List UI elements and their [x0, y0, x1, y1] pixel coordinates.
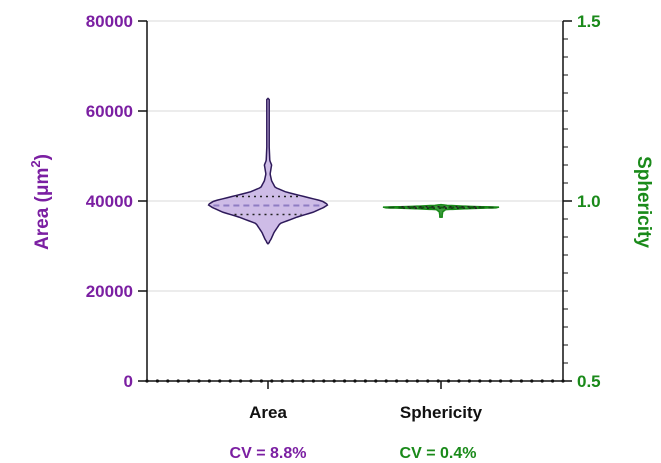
x-axis-dot	[499, 379, 503, 383]
x-axis-dot	[259, 379, 263, 383]
x-axis-dot	[478, 379, 482, 383]
x-axis-dot	[436, 379, 440, 383]
x-axis-dot	[519, 379, 524, 383]
left-axis-title: Area (μm2)	[28, 154, 53, 250]
x-axis-dot	[540, 379, 544, 383]
cv-annotation-area: CV = 8.8%	[230, 445, 307, 462]
x-axis-dot	[332, 379, 336, 383]
x-axis-dot	[488, 379, 492, 383]
x-axis-dot	[415, 379, 419, 383]
category-label-sphericity: Sphericity	[400, 403, 483, 422]
violins	[207, 97, 500, 245]
x-axis-dot	[145, 379, 149, 383]
x-axis-dot	[249, 379, 253, 383]
x-axis-dot	[187, 379, 191, 383]
x-axis-dot	[384, 379, 388, 383]
cv-annotation-sphericity: CV = 0.4%	[400, 445, 477, 462]
x-axis-dot	[166, 379, 170, 383]
grid-lines	[147, 20, 563, 292]
x-axis-dot	[218, 379, 222, 383]
left-tick-label: 80000	[86, 12, 133, 31]
left-axis-title-superscript: 2	[28, 160, 43, 167]
axes: 0 20000 40000 60000 80000 0.5 1.0 1.5	[86, 12, 601, 391]
left-tick-label: 40000	[86, 192, 133, 211]
x-axis-dot	[530, 379, 534, 383]
x-axis-dot	[291, 379, 295, 383]
x-axis-dot	[395, 379, 399, 383]
x-axis-dot	[457, 379, 461, 383]
x-axis-dot	[228, 379, 232, 383]
x-axis-dot	[280, 379, 284, 383]
right-tick-label: 1.0	[577, 192, 601, 211]
x-axis-dot	[353, 379, 357, 383]
violin-area	[207, 97, 329, 245]
x-axis-dot	[561, 379, 565, 383]
left-tick-label: 0	[124, 372, 133, 391]
x-axis-dot	[239, 379, 243, 383]
x-axis-dot	[405, 379, 409, 383]
x-axis-dot	[467, 379, 471, 383]
x-axis-dot	[426, 379, 430, 383]
x-axis-dot	[176, 379, 180, 383]
x-axis-dot	[155, 379, 159, 383]
category-label-area: Area	[249, 403, 287, 422]
x-axis-dot	[551, 379, 555, 383]
left-tick-label: 20000	[86, 282, 133, 301]
x-axis-dot	[447, 379, 451, 383]
left-tick-label: 60000	[86, 102, 133, 121]
right-axis-title: Sphericity	[633, 156, 654, 248]
x-axis-dot	[343, 379, 347, 383]
x-axis-dot	[322, 379, 326, 383]
left-axis-title-close: )	[32, 154, 53, 160]
left-axis-title-main: Area (μm	[32, 168, 53, 250]
right-tick-label: 0.5	[577, 372, 601, 391]
x-axis-dot	[509, 379, 513, 383]
x-axis-dot	[207, 379, 211, 383]
x-axis-dot	[197, 379, 201, 383]
right-tick-label: 1.5	[577, 12, 601, 31]
x-axis-dot	[270, 379, 274, 383]
x-axis-dot	[301, 379, 305, 383]
x-axis-dot	[311, 379, 315, 383]
x-axis-dot	[374, 379, 378, 383]
x-axis-dot	[363, 379, 367, 383]
